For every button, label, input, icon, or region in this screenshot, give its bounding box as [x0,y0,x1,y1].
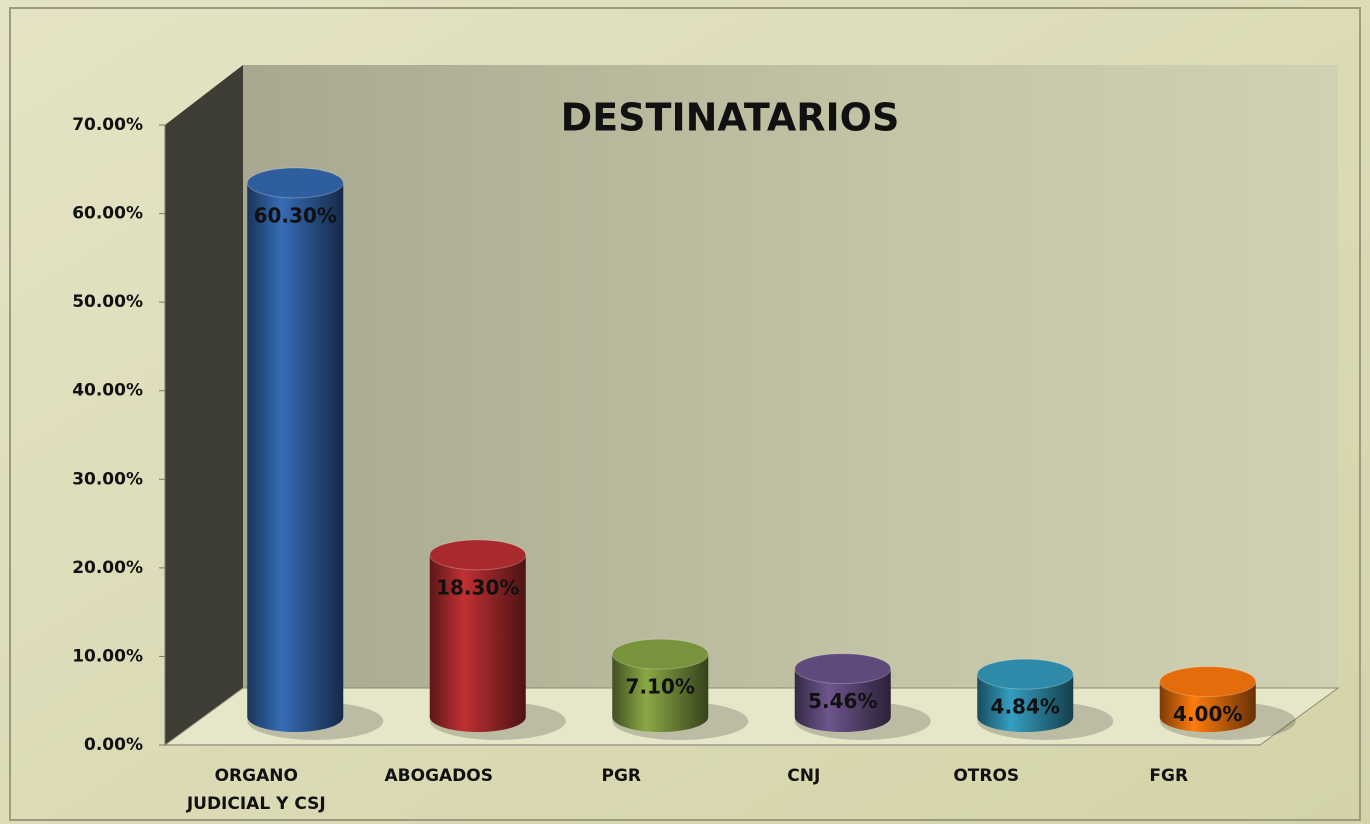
data-label: 5.46% [808,689,877,713]
back-wall [243,65,1338,688]
x-tick-label: CNJ [787,766,821,786]
x-tick-label-box: FGR [1149,766,1189,786]
bar-top [794,653,892,685]
y-tick-label: 10.00% [72,646,143,666]
bar-top [611,638,709,670]
x-tick-label-box: ORGANO JUDICIAL Y CSJ [186,766,326,814]
x-tick-label-box: CNJ [787,766,821,786]
side-wall [165,65,243,745]
y-tick-label: 20.00% [72,558,143,578]
bar-top [246,167,344,199]
bar [612,654,709,733]
x-tick-label: ABOGADOS [384,766,493,786]
x-tick-label-box: ABOGADOS [384,766,493,786]
y-tick-label: 60.00% [72,204,143,224]
x-tick-label: FGR [1149,766,1189,786]
y-tick-label: 50.00% [72,292,143,312]
data-label: 4.84% [991,695,1060,719]
data-label: 7.10% [626,675,695,699]
frame [9,7,1361,821]
x-tick-label-box: OTROS [953,766,1020,786]
data-label: 4.00% [1173,702,1242,726]
y-tick-label: 0.00% [84,735,143,755]
chart-title: DESTINATARIOS [561,96,900,140]
x-tick-label: OTROS [953,766,1020,786]
bar-top [429,539,527,571]
bar [977,674,1074,733]
bar-top [1159,666,1257,698]
data-label: 60.30% [254,203,337,227]
bar [247,182,344,733]
x-tick-label: ORGANO JUDICIAL Y CSJ [186,766,326,814]
x-tick-label-box: PGR [601,766,641,786]
y-tick-label: 40.00% [72,381,143,401]
bar-top [976,658,1074,690]
y-tick-label: 30.00% [72,469,143,489]
y-tick-label: 70.00% [72,115,143,135]
bar [429,554,526,733]
bar [794,668,891,733]
data-label: 18.30% [436,575,519,599]
x-tick-label: PGR [601,766,641,786]
